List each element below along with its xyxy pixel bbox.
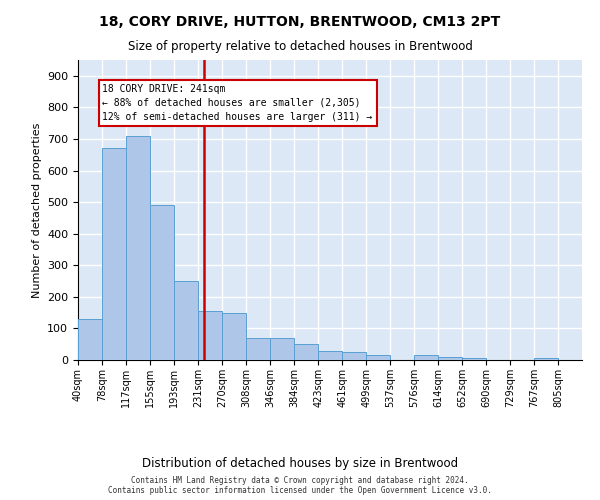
Bar [462, 358, 486, 360]
Y-axis label: Number of detached properties: Number of detached properties [32, 122, 41, 298]
Bar [246, 338, 270, 360]
Text: Size of property relative to detached houses in Brentwood: Size of property relative to detached ho… [128, 40, 472, 53]
Text: 18 CORY DRIVE: 241sqm
← 88% of detached houses are smaller (2,305)
12% of semi-d: 18 CORY DRIVE: 241sqm ← 88% of detached … [103, 84, 373, 122]
Bar [415, 356, 438, 360]
Text: 18, CORY DRIVE, HUTTON, BRENTWOOD, CM13 2PT: 18, CORY DRIVE, HUTTON, BRENTWOOD, CM13 … [100, 15, 500, 29]
Bar [174, 281, 198, 360]
Bar [223, 312, 246, 360]
Bar [438, 357, 462, 360]
Bar [534, 358, 558, 360]
Bar [366, 356, 390, 360]
Bar [102, 148, 127, 360]
Bar [342, 352, 366, 360]
Bar [78, 319, 102, 360]
Text: Distribution of detached houses by size in Brentwood: Distribution of detached houses by size … [142, 458, 458, 470]
Bar [294, 344, 319, 360]
Bar [150, 206, 174, 360]
Bar [198, 311, 223, 360]
Bar [270, 338, 294, 360]
Bar [127, 136, 150, 360]
Text: Contains HM Land Registry data © Crown copyright and database right 2024.
Contai: Contains HM Land Registry data © Crown c… [108, 476, 492, 495]
Bar [319, 350, 342, 360]
